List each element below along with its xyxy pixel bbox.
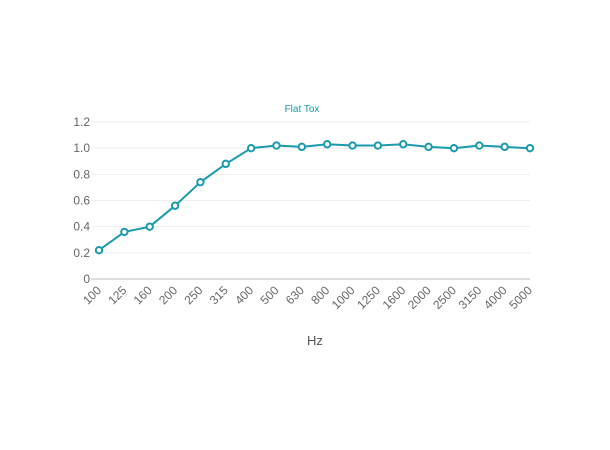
x-tick-label: 1000 [329,283,358,312]
x-tick-label: 250 [181,283,205,307]
chart-title: Flat Tox [285,104,320,115]
y-axis-ticks: 0 0.2 0.4 0.6 0.8 1.0 1.2 [73,115,90,286]
x-tick-label: 4000 [481,283,510,312]
data-point [322,140,332,149]
data-point [120,227,129,237]
data-point [424,142,433,152]
data-point [500,142,509,152]
x-tick-label: 500 [258,283,282,307]
x-axis-ticks: 100 125 160 200 250 315 400 500 630 8001000125016… [80,283,535,312]
data-point [170,201,180,210]
data-point [399,140,408,149]
x-tick-label: 2500 [430,283,459,312]
x-axis-title: Hz [307,333,323,348]
x-tick-label: 125 [105,283,129,307]
data-point [246,143,256,153]
x-tick-label: 2000 [405,283,434,312]
y-tick-label: 0.8 [73,167,90,181]
grid-lines [91,121,530,254]
y-tick-label: 0.4 [73,220,90,234]
data-point [221,159,230,169]
data-point [525,143,535,153]
x-tick-label: 800 [308,283,332,307]
data-point [348,141,357,150]
x-tick-label: 630 [283,283,307,307]
data-point [475,141,484,150]
data-point [94,246,104,255]
data-points [94,140,535,255]
data-point [145,222,154,231]
y-tick-label: 0.6 [73,194,90,208]
x-tick-label: 100 [80,283,104,307]
y-tick-label: 1.2 [73,115,90,129]
data-point [449,143,459,153]
x-tick-label: 160 [131,283,155,307]
x-tick-label: 1600 [380,283,409,312]
y-tick-label: 0 [83,272,90,286]
x-tick-label: 400 [232,283,256,307]
x-tick-label: 315 [207,283,231,307]
x-tick-label: 5000 [506,283,535,312]
data-point [373,141,383,150]
series-line [98,143,531,252]
data-point [297,142,307,152]
x-tick-label: 200 [156,283,180,307]
data-point [196,177,205,187]
data-point [272,141,281,150]
y-tick-label: 1.0 [73,141,90,155]
x-tick-label: 1250 [354,283,383,312]
y-tick-label: 0.2 [73,246,90,260]
x-tick-label: 3150 [456,283,485,312]
